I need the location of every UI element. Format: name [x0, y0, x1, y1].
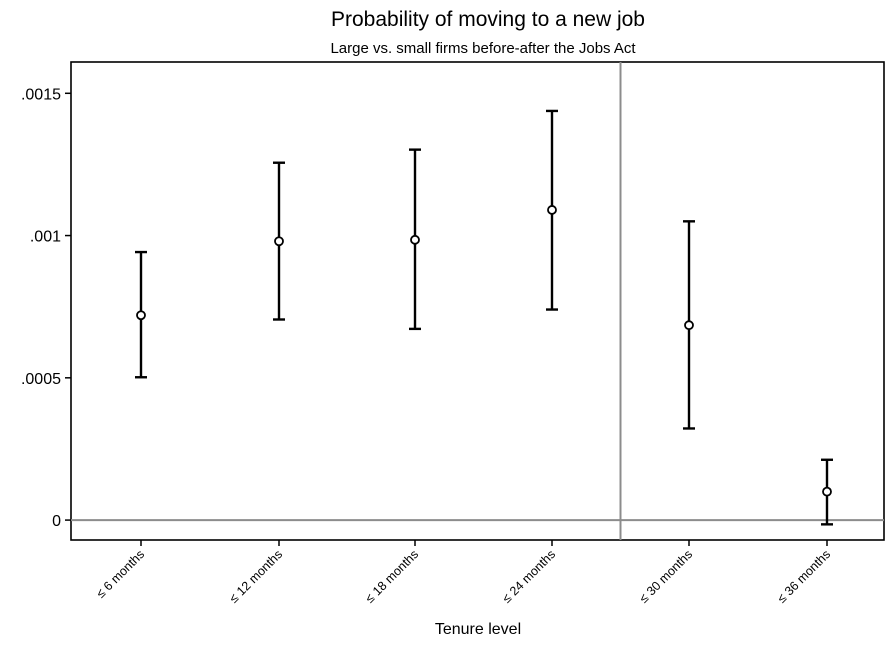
plot-area: [70, 61, 885, 541]
point-estimate: [547, 205, 557, 215]
data-marks: [135, 109, 833, 526]
x-tick-label: ≤ 24 months: [500, 547, 558, 605]
y-tick-label: .0015: [21, 86, 61, 103]
x-tick-label: ≤ 30 months: [637, 547, 695, 605]
plot-frame: [70, 61, 885, 541]
y-tick-label: .0005: [21, 371, 61, 388]
axes: 0 .0005 .001 .0015 ≤ 6 months ≤ 12 months ≤ 18…: [21, 86, 833, 605]
point-estimate: [274, 236, 284, 247]
point-estimate: [684, 320, 694, 331]
y-tick-label: 0: [52, 513, 61, 530]
y-tick-label: .001: [30, 229, 61, 246]
point-estimate: [410, 234, 420, 245]
x-tick-label: ≤ 36 months: [775, 547, 833, 605]
point-estimate: [822, 486, 832, 497]
x-tick-label: ≤ 12 months: [227, 547, 285, 605]
x-axis-title: Tenure level: [435, 621, 521, 638]
chart-subtitle: Large vs. small firms before-after the J…: [330, 40, 636, 57]
x-tick-label: ≤ 18 months: [363, 547, 421, 605]
x-tick-label: ≤ 6 months: [94, 547, 148, 601]
chart-title: Probability of moving to a new job: [331, 8, 645, 31]
point-estimate: [136, 310, 146, 321]
